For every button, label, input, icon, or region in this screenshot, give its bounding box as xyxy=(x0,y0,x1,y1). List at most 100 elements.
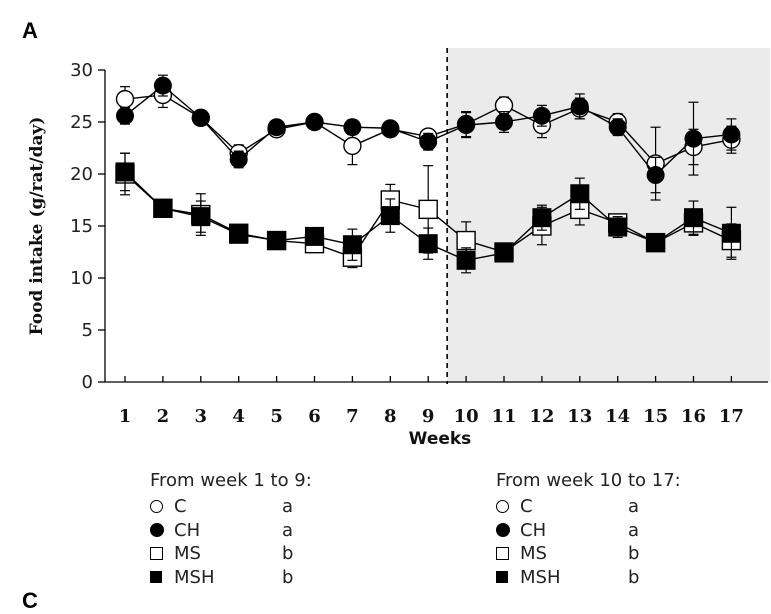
data-point-msh-week-5 xyxy=(267,231,287,251)
data-point-msh-week-8 xyxy=(380,206,400,226)
legend-series-name: MSH xyxy=(520,566,561,588)
filled-square-icon xyxy=(150,571,174,584)
legend-group-letter: b xyxy=(282,566,294,588)
data-point-ms-week-9 xyxy=(418,199,438,220)
x-tick-label: 11 xyxy=(491,406,516,427)
data-point-msh-week-13 xyxy=(570,184,590,204)
panel-label-a: A xyxy=(22,18,38,43)
y-tick-label: 25 xyxy=(70,112,93,133)
legend-series-name: CH xyxy=(174,519,201,541)
x-tick-label: 3 xyxy=(195,406,208,427)
x-tick-label: 15 xyxy=(643,406,668,427)
data-point-ch-week-10 xyxy=(457,116,476,135)
data-point-ms-week-10 xyxy=(456,230,476,251)
data-point-msh-week-14 xyxy=(608,217,628,237)
legend-row-msh: MSH b xyxy=(150,566,312,590)
data-point-ch-week-4 xyxy=(229,150,248,169)
legend-series-name: C xyxy=(174,496,187,518)
data-point-ch-week-3 xyxy=(191,108,210,127)
legend-group-letter: a xyxy=(628,496,640,518)
y-tick-label: 5 xyxy=(82,320,93,341)
x-tick-label: 10 xyxy=(454,406,479,427)
legend-group-letter: a xyxy=(282,496,294,518)
data-point-ch-week-9 xyxy=(419,132,438,151)
legend-weeks-10-17: From week 10 to 17: C a CH a MS b MSH b xyxy=(496,470,681,589)
filled-square-icon xyxy=(496,571,520,584)
x-tick-label: 9 xyxy=(422,406,435,427)
panel-label-c: C xyxy=(22,588,38,613)
data-point-msh-week-9 xyxy=(418,234,438,254)
x-tick-label: 14 xyxy=(605,406,630,427)
x-tick-label: 4 xyxy=(232,406,245,427)
legend-row-c: C a xyxy=(150,495,312,519)
data-point-ch-week-2 xyxy=(153,76,172,95)
legend-row-ms: MS b xyxy=(496,542,681,566)
data-point-msh-week-2 xyxy=(153,198,173,218)
data-point-msh-week-16 xyxy=(684,208,703,228)
legend-group-letter: a xyxy=(282,519,294,541)
legend-group-letter: b xyxy=(628,543,640,565)
legend-row-ch: CH a xyxy=(496,519,681,543)
data-point-ch-week-5 xyxy=(267,118,286,137)
data-point-ch-week-16 xyxy=(684,129,703,148)
data-point-msh-week-17 xyxy=(721,223,741,243)
series-msh xyxy=(115,152,741,274)
legend-series-name: CH xyxy=(520,519,547,541)
x-tick-label: 7 xyxy=(346,406,359,427)
data-point-msh-week-1 xyxy=(115,162,135,182)
data-point-ch-week-12 xyxy=(532,106,551,125)
legend-row-c: C a xyxy=(496,495,681,519)
data-point-ch-week-13 xyxy=(570,97,589,116)
data-point-msh-week-3 xyxy=(191,207,211,227)
y-tick-label: 0 xyxy=(82,372,93,393)
filled-circle-icon xyxy=(496,523,520,538)
x-tick-label: 16 xyxy=(681,406,706,427)
y-tick-label: 20 xyxy=(70,164,93,185)
legend-series-name: C xyxy=(520,496,533,518)
legend-title: From week 10 to 17: xyxy=(496,470,681,491)
data-point-ch-week-7 xyxy=(343,118,362,137)
legend-row-msh: MSH b xyxy=(496,566,681,590)
x-tick-label: 8 xyxy=(384,406,397,427)
data-point-msh-week-10 xyxy=(456,250,476,270)
y-tick-label: 10 xyxy=(70,268,93,289)
x-tick-label: 12 xyxy=(529,406,554,427)
x-axis-title: Weeks xyxy=(409,429,472,449)
open-square-icon xyxy=(496,547,520,561)
legend-row-ms: MS b xyxy=(150,542,312,566)
data-point-msh-week-4 xyxy=(229,224,249,244)
legend-title: From week 1 to 9: xyxy=(150,470,312,491)
legend-weeks-1-9: From week 1 to 9: C a CH a MS b MSH b xyxy=(150,470,312,589)
filled-circle-icon xyxy=(150,523,174,538)
legend-row-ch: CH a xyxy=(150,519,312,543)
y-tick-label: 15 xyxy=(70,216,93,237)
data-point-ch-week-8 xyxy=(381,119,400,138)
data-point-c-week-1 xyxy=(115,89,135,109)
y-axis-title: Food intake (g/rat/day) xyxy=(27,117,47,336)
series-ch xyxy=(116,74,741,194)
data-point-ch-week-15 xyxy=(646,166,665,185)
x-tick-label: 17 xyxy=(719,406,744,427)
x-tick-label: 6 xyxy=(308,406,321,427)
x-tick-label: 5 xyxy=(270,406,283,427)
legend-group-letter: b xyxy=(628,566,640,588)
data-point-ch-week-6 xyxy=(305,113,324,131)
x-tick-label: 1 xyxy=(119,406,132,427)
x-tick-label: 2 xyxy=(157,406,170,427)
data-point-c-week-7 xyxy=(343,136,362,156)
legend-series-name: MS xyxy=(520,543,547,565)
open-square-icon xyxy=(150,547,174,561)
legend-group-letter: b xyxy=(282,543,294,565)
data-point-msh-week-6 xyxy=(305,226,324,246)
legend-series-name: MSH xyxy=(174,566,215,588)
data-point-ch-week-1 xyxy=(116,106,134,125)
data-point-ch-week-14 xyxy=(608,118,627,137)
x-tick-label: 13 xyxy=(567,406,592,427)
data-point-msh-week-11 xyxy=(494,243,514,263)
data-point-msh-week-7 xyxy=(342,235,362,255)
legend-series-name: MS xyxy=(174,543,201,565)
open-circle-icon xyxy=(150,500,174,514)
data-point-ch-week-17 xyxy=(722,125,741,144)
legend-group-letter: a xyxy=(628,519,640,541)
